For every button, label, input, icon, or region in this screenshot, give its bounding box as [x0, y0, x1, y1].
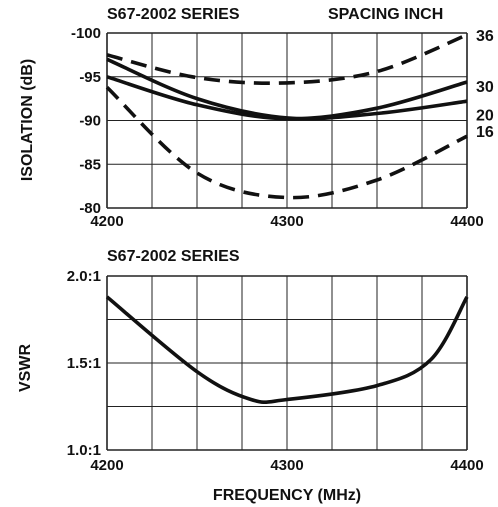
y-tick-label: -95 — [79, 69, 101, 86]
isolation-y-axis-label: ISOLATION (dB) — [19, 59, 36, 181]
y-tick-label: -85 — [79, 156, 101, 173]
series-line — [105, 85, 468, 200]
isolation-grid — [106, 32, 468, 209]
series-line — [105, 295, 469, 404]
vswr-x-axis-label: FREQUENCY (MHz) — [213, 487, 361, 504]
x-tick-label: 4300 — [270, 457, 303, 474]
vswr-series-group — [105, 295, 469, 404]
series-line — [106, 33, 468, 85]
y-tick-label: 1.5:1 — [67, 355, 101, 372]
vswr-chart: S67-2002 SERIES VSWR FREQUENCY (MHz) 420… — [17, 248, 484, 504]
y-tick-label: -100 — [71, 25, 101, 42]
y-tick-label: -90 — [79, 113, 101, 130]
legend-entry: 30 — [476, 79, 494, 96]
isolation-chart: S67-2002 SERIES SPACING INCH ISOLATION (… — [19, 6, 494, 230]
x-tick-label: 4200 — [90, 213, 123, 230]
x-tick-label: 4200 — [90, 457, 123, 474]
x-tick-label: 4400 — [450, 213, 483, 230]
isolation-series-group — [105, 33, 468, 200]
y-tick-label: -80 — [79, 200, 101, 217]
series-line — [106, 57, 468, 121]
y-tick-label: 1.0:1 — [67, 442, 101, 459]
y-tick-label: 2.0:1 — [67, 268, 101, 285]
isolation-tick-labels: 4200 4300 4400 -100 -95 -90 -85 -80 — [71, 25, 484, 230]
legend-title: SPACING INCH — [328, 6, 443, 23]
legend-entry: 16 — [476, 124, 494, 141]
vswr-tick-labels: 4200 4300 4400 2.0:1 1.5:1 1.0:1 — [67, 268, 484, 474]
isolation-chart-title: S67-2002 SERIES — [107, 6, 240, 23]
vswr-grid — [106, 275, 468, 451]
legend-entry: 36 — [476, 28, 494, 45]
x-tick-label: 4400 — [450, 457, 483, 474]
x-tick-label: 4300 — [270, 213, 303, 230]
legend-entry: 20 — [476, 107, 494, 124]
vswr-chart-title: S67-2002 SERIES — [107, 248, 240, 265]
vswr-y-axis-label: VSWR — [17, 344, 34, 392]
